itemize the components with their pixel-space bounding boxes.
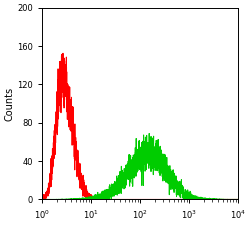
Y-axis label: Counts: Counts <box>4 86 14 121</box>
